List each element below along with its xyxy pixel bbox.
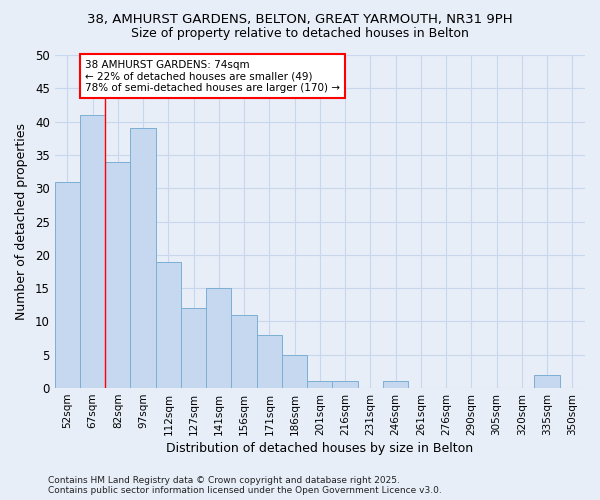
Y-axis label: Number of detached properties: Number of detached properties xyxy=(15,123,28,320)
Bar xyxy=(307,382,332,388)
Text: 38, AMHURST GARDENS, BELTON, GREAT YARMOUTH, NR31 9PH: 38, AMHURST GARDENS, BELTON, GREAT YARMO… xyxy=(87,12,513,26)
X-axis label: Distribution of detached houses by size in Belton: Distribution of detached houses by size … xyxy=(166,442,473,455)
Bar xyxy=(130,128,155,388)
Text: Contains HM Land Registry data © Crown copyright and database right 2025.
Contai: Contains HM Land Registry data © Crown c… xyxy=(48,476,442,495)
Bar xyxy=(535,374,560,388)
Bar xyxy=(206,288,232,388)
Text: 38 AMHURST GARDENS: 74sqm
← 22% of detached houses are smaller (49)
78% of semi-: 38 AMHURST GARDENS: 74sqm ← 22% of detac… xyxy=(85,60,340,93)
Bar xyxy=(181,308,206,388)
Bar xyxy=(55,182,80,388)
Bar xyxy=(257,335,282,388)
Bar xyxy=(383,382,408,388)
Bar xyxy=(332,382,358,388)
Bar xyxy=(105,162,130,388)
Bar xyxy=(155,262,181,388)
Bar xyxy=(80,115,105,388)
Bar xyxy=(282,355,307,388)
Bar xyxy=(232,315,257,388)
Text: Size of property relative to detached houses in Belton: Size of property relative to detached ho… xyxy=(131,28,469,40)
